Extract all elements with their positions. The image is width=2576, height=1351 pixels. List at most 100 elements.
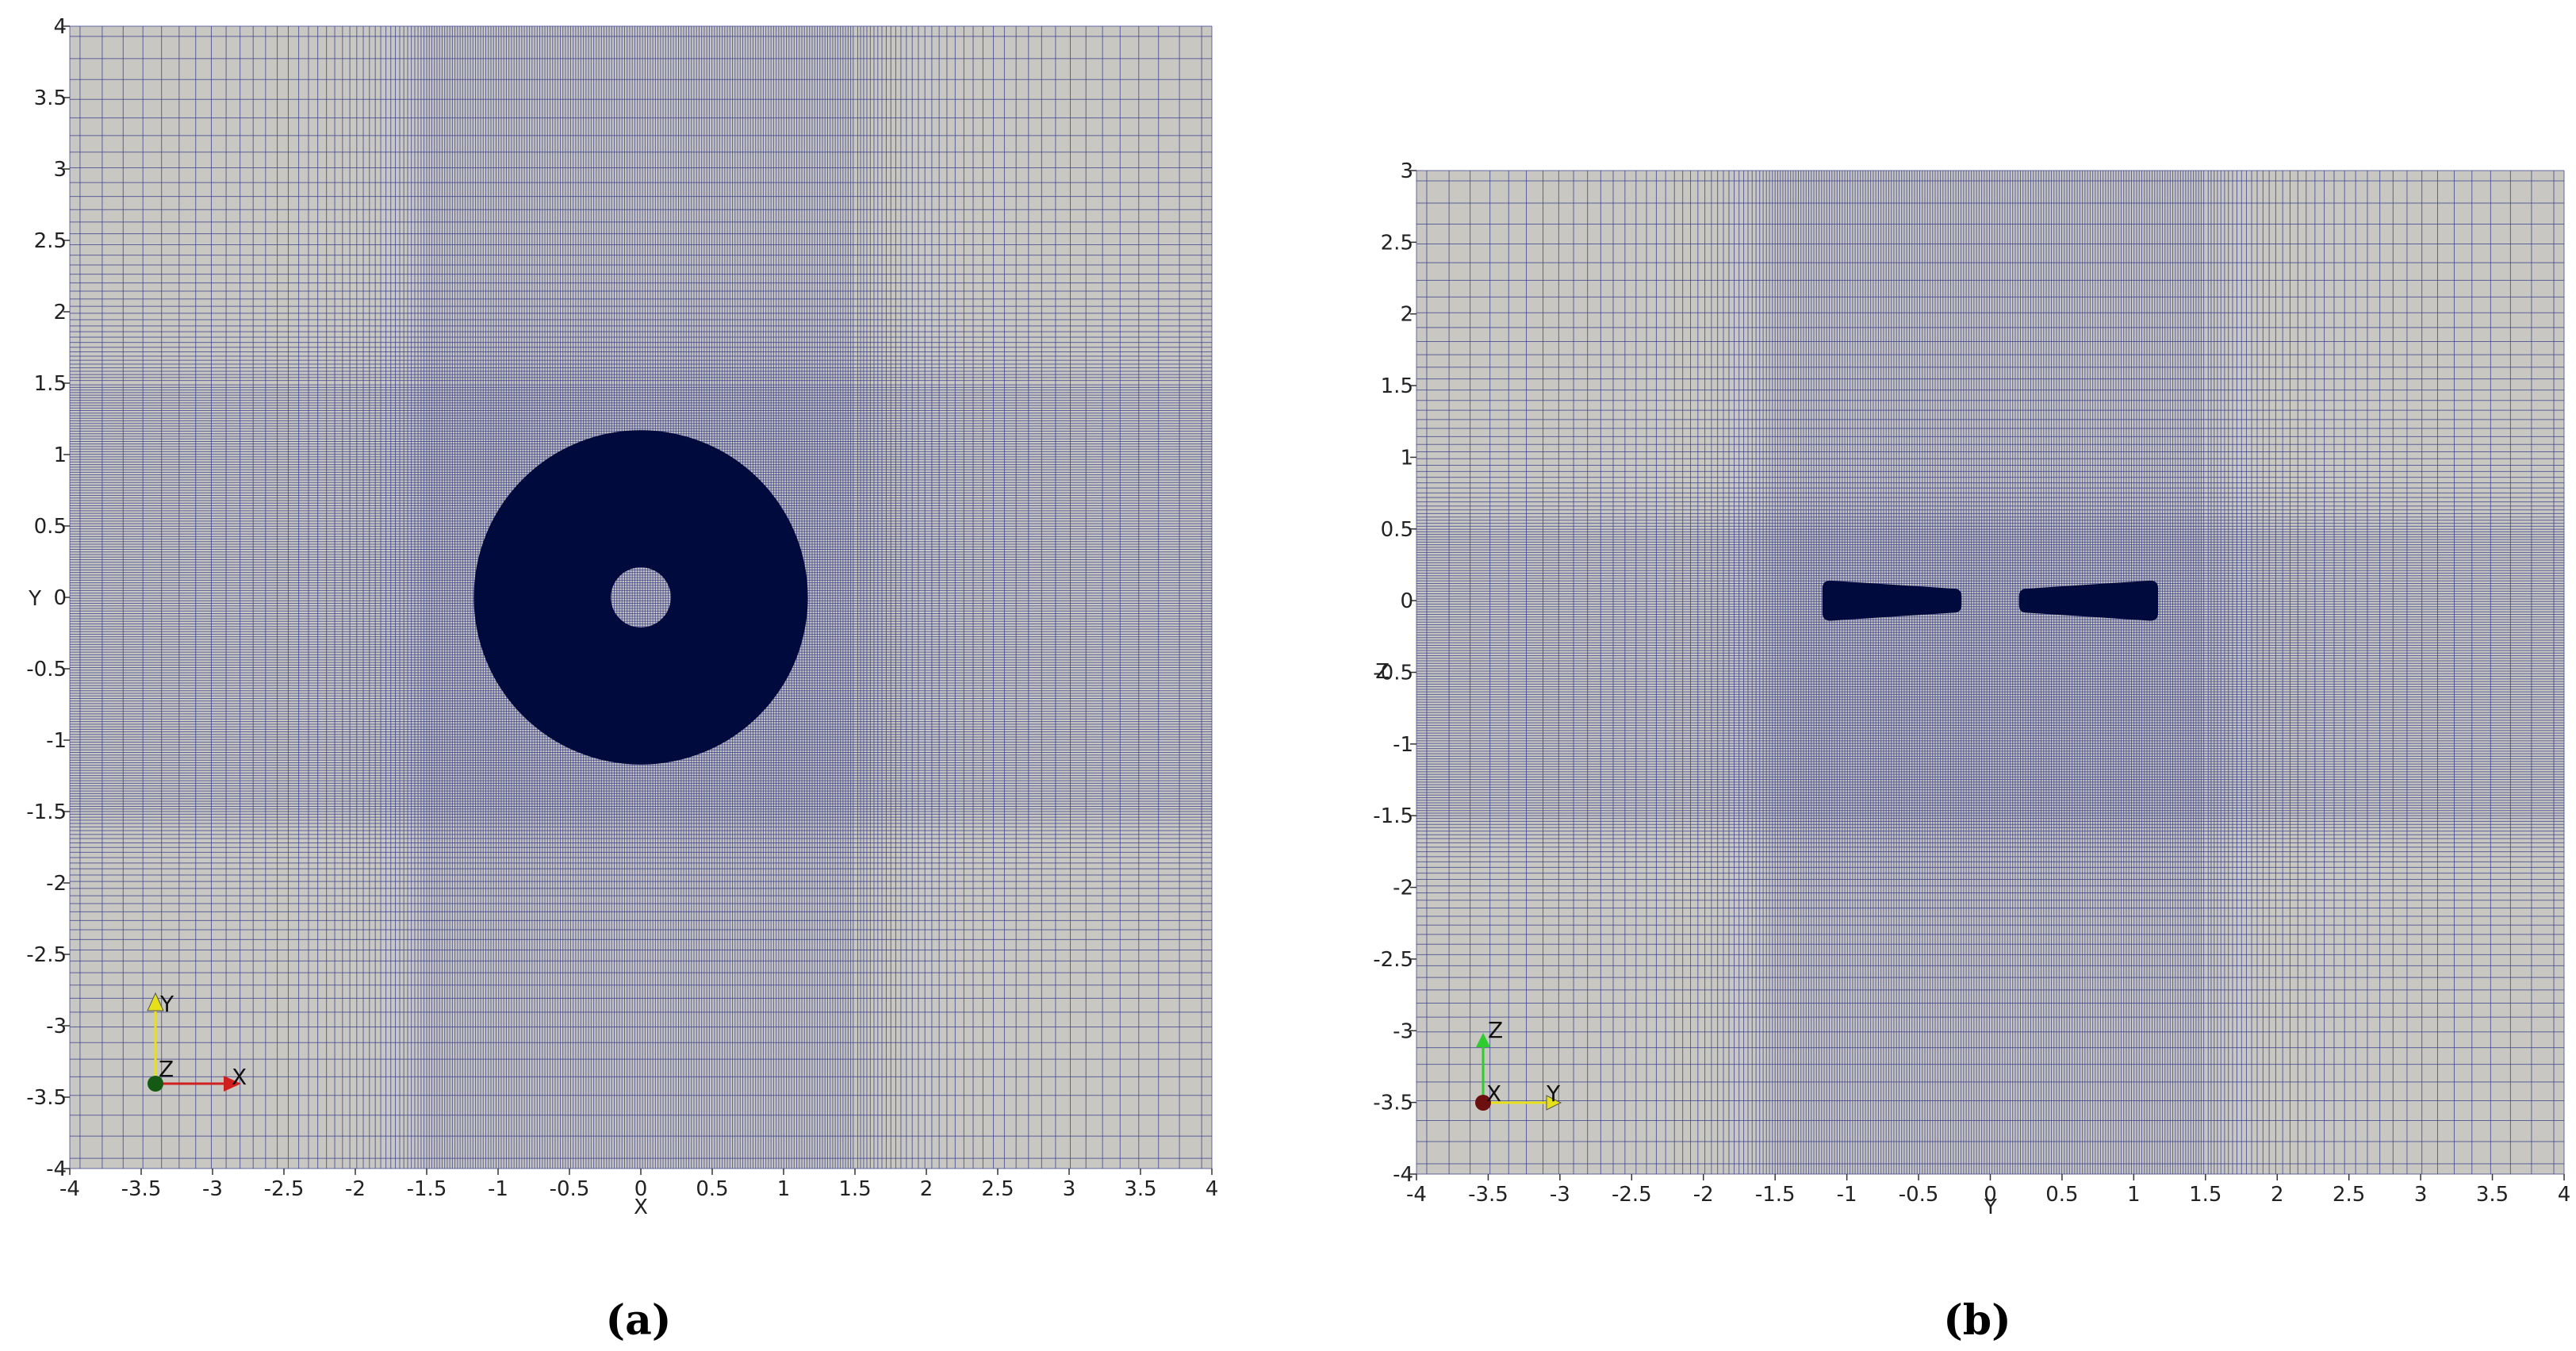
x-tick-label: 1	[777, 1177, 791, 1201]
y-tick-label: -3	[1393, 1019, 1413, 1043]
x-tick-label: -2	[345, 1177, 366, 1201]
y-tick-label: -0.5	[1373, 662, 1413, 685]
y-tick-label: -0.5	[26, 658, 67, 681]
y-tick-label: -3	[46, 1015, 67, 1038]
annulus-body	[473, 430, 808, 765]
x-tick-label: 4	[1206, 1177, 1219, 1201]
z-axis-dot-icon	[148, 1076, 163, 1092]
y-tick-label: 4	[53, 15, 67, 39]
x-axis-dot-icon	[1475, 1095, 1491, 1111]
x-tick-label: -1	[488, 1177, 508, 1201]
y-tick-label: 2	[1400, 303, 1413, 327]
y-arrow-icon	[1546, 1095, 1562, 1111]
x-tick-label: -4	[59, 1177, 80, 1201]
x-tick-label: -1.5	[407, 1177, 447, 1201]
x-tick-label: -3.5	[1468, 1183, 1508, 1207]
blade-solids	[1822, 580, 2159, 621]
annulus-solid	[473, 430, 808, 765]
x-tick-label: 0.5	[2045, 1183, 2078, 1207]
panel-b: 3 2.5 2 1.5 1 0.5 0 -0.5 -1 -1.5 -2 -2.5 -3 -3.5 -4 -4…	[1373, 159, 2570, 1345]
x-tick-label: 0	[1984, 1183, 1997, 1207]
caption-a: (a)	[606, 1296, 672, 1345]
y-arrow-icon	[147, 992, 164, 1011]
plot-area-b	[1416, 171, 2564, 1174]
caption-b: (b)	[1943, 1296, 2011, 1345]
y-tick-label: 0	[53, 586, 67, 610]
x-tick-label: 0.5	[696, 1177, 728, 1201]
y-tick-label: 1	[53, 443, 67, 467]
blade-body	[2018, 580, 2159, 621]
x-tick-label: -3	[1550, 1183, 1570, 1207]
x-tick-label: -2	[1693, 1183, 1714, 1207]
x-tick-label: 2.5	[2333, 1183, 2365, 1207]
x-tick-label: 3.5	[2476, 1183, 2509, 1207]
y-tick-label: 2.5	[34, 229, 67, 253]
x-tick-label: -1.5	[1755, 1183, 1796, 1207]
x-tick-label: 2.5	[981, 1177, 1014, 1201]
y-tick-label: -2	[46, 872, 67, 896]
x-tick-label: -2.5	[264, 1177, 305, 1201]
x-tick-label: 2	[2271, 1183, 2284, 1207]
y-tick-label: 3	[1400, 159, 1413, 183]
blade-body	[1822, 580, 1962, 621]
y-tick-label: 0.5	[1381, 518, 1413, 542]
plot-area-a	[70, 26, 1212, 1169]
y-tick-label: 1.5	[1381, 374, 1413, 398]
x-tick-label: 1	[2127, 1183, 2141, 1207]
x-tick-label: -4	[1406, 1183, 1427, 1207]
y-tick-label: -1.5	[1373, 804, 1413, 828]
orientation-triad-a: Y Z X	[147, 991, 247, 1092]
panel-a: 43.532.521.510.50-0.5-1-1.5-2-2.5-3-3.5-…	[26, 15, 1218, 1345]
x-tick-label: -0.5	[550, 1177, 590, 1201]
y-axis-label-b: Z	[1375, 660, 1390, 684]
y-tick-label: -4	[46, 1157, 67, 1181]
triad-label-x: X	[232, 1064, 247, 1090]
x-tick-label: 3	[1063, 1177, 1076, 1201]
x-tick-label: 4	[2558, 1183, 2571, 1207]
y-axis-label-a: Y	[28, 587, 41, 611]
mesh-grid-b	[1416, 170, 2565, 1175]
x-tick-labels-a: -4 -3.5 -3 -2.5 -2 -1.5 -1 -0.5 0 0.5 1 1.5 2 2.5 3 3.5…	[59, 1169, 1218, 1201]
y-tick-label: -2.5	[1373, 948, 1413, 972]
y-tick-label: 3.5	[34, 86, 67, 110]
x-tick-label: -0.5	[1899, 1183, 1939, 1207]
triad-label-z: Z	[1488, 1017, 1503, 1043]
x-axis-label-b: Y	[1984, 1196, 1997, 1219]
y-tick-label: -3.5	[1373, 1092, 1413, 1115]
x-tick-label: 1.5	[838, 1177, 871, 1201]
x-axis-label-a: X	[634, 1196, 648, 1219]
x-tick-label: 3.5	[1124, 1177, 1156, 1201]
y-tick-label: 2	[53, 301, 67, 324]
y-tick-label: 0.5	[34, 515, 67, 539]
y-tick-label: -2.5	[26, 943, 67, 967]
y-tick-label: -4	[1393, 1163, 1413, 1187]
y-tick-label: -1.5	[26, 800, 67, 824]
x-tick-label: 0	[634, 1177, 648, 1201]
x-tick-label: 1.5	[2189, 1183, 2221, 1207]
x-tick-label: 2	[920, 1177, 933, 1201]
y-tick-label: -3.5	[26, 1086, 67, 1110]
triad-label-x: X	[1486, 1080, 1501, 1107]
y-tick-labels-b: 3 2.5 2 1.5 1 0.5 0 -0.5 -1 -1.5 -2 -2.5 -3 -3.5 -4	[1373, 159, 1416, 1187]
y-tick-label: 3	[53, 158, 67, 182]
y-tick-label: 2.5	[1381, 231, 1413, 255]
y-tick-labels-a: 4 3.5 3 2.5 2 1.5 1 0.5 0 -0.5 -1 -1.5 -2 -2.5 -3 -3.5 -…	[26, 15, 70, 1181]
y-tick-label: 1	[1400, 446, 1413, 470]
y-tick-label: -1	[1393, 733, 1413, 757]
y-tick-label: -2	[1393, 877, 1413, 900]
triad-label-y: Y	[1546, 1080, 1561, 1107]
x-tick-label: -1	[1837, 1183, 1857, 1207]
x-tick-label: 3	[2414, 1183, 2428, 1207]
triad-label-y: Y	[159, 991, 174, 1017]
y-tick-label: 1.5	[34, 372, 67, 396]
x-tick-label: -2.5	[1612, 1183, 1652, 1207]
x-tick-labels-b: -4 -3.5 -3 -2.5 -2 -1.5 -1 -0.5 0 0.5 1 1.5 2 2.5 3 3.5…	[1406, 1174, 2570, 1207]
x-tick-label: -3	[202, 1177, 223, 1201]
z-arrow-icon	[1476, 1033, 1490, 1047]
y-tick-label: -1	[46, 729, 67, 753]
x-tick-label: -3.5	[121, 1177, 162, 1201]
x-arrow-icon	[224, 1076, 241, 1092]
y-tick-label: 0	[1400, 589, 1413, 613]
orientation-triad-b: Z X Y	[1475, 1017, 1562, 1111]
